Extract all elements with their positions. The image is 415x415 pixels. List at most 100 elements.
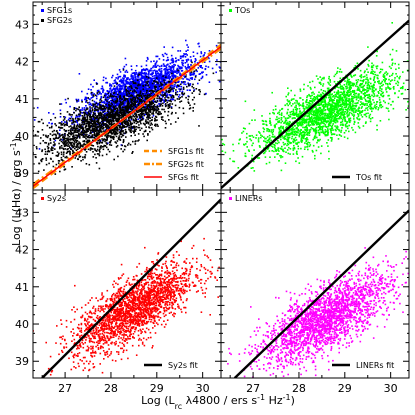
- scatter-point: [372, 64, 375, 67]
- scatter-point: [185, 59, 188, 61]
- legend-marker: [41, 19, 44, 22]
- scatter-point: [388, 78, 390, 81]
- scatter-point: [155, 119, 157, 122]
- scatter-point: [73, 151, 75, 154]
- scatter-point: [99, 128, 102, 130]
- scatter-point: [198, 93, 201, 95]
- scatter-point: [114, 115, 117, 118]
- scatter-point: [172, 70, 175, 72]
- scatter-point: [161, 105, 164, 107]
- scatter-point: [289, 128, 292, 131]
- scatter-point: [349, 93, 352, 96]
- scatter-point: [52, 137, 55, 140]
- scatter-point: [81, 123, 83, 126]
- scatter-point: [175, 57, 177, 59]
- scatter-point: [131, 72, 134, 75]
- scatter-point: [126, 100, 128, 103]
- scatter-point: [129, 78, 131, 81]
- scatter-point: [72, 150, 74, 153]
- scatter-point: [116, 117, 119, 120]
- scatter-point: [56, 151, 59, 153]
- scatter-point: [143, 114, 145, 117]
- scatter-point: [219, 99, 221, 102]
- scatter-point: [104, 112, 106, 115]
- scatter-point: [151, 101, 154, 104]
- scatter-point: [134, 90, 136, 93]
- scatter-point: [138, 71, 140, 74]
- scatter-point: [126, 87, 129, 90]
- scatter-point: [59, 116, 62, 118]
- scatter-point: [139, 88, 141, 91]
- scatter-point: [288, 146, 290, 149]
- scatter-point: [147, 105, 149, 107]
- scatter-point: [179, 90, 181, 92]
- scatter-point: [105, 118, 107, 121]
- scatter-point: [135, 122, 138, 125]
- scatter-point: [355, 92, 358, 95]
- scatter-point: [153, 87, 155, 90]
- scatter-point: [153, 107, 155, 110]
- scatter-point: [112, 108, 114, 110]
- scatter-point: [89, 106, 91, 108]
- scatter-point: [104, 123, 106, 125]
- scatter-point: [139, 96, 142, 98]
- scatter-point: [133, 100, 135, 103]
- scatter-point: [84, 123, 86, 125]
- scatter-point: [50, 158, 52, 160]
- scatter-point: [140, 110, 142, 112]
- scatter-point: [145, 68, 148, 71]
- scatter-point: [272, 136, 275, 138]
- scatter-point: [71, 123, 73, 125]
- scatter-point: [77, 148, 79, 150]
- scatter-point: [168, 68, 170, 71]
- scatter-point: [78, 125, 81, 128]
- scatter-point: [134, 77, 136, 79]
- scatter-point: [117, 111, 120, 114]
- scatter-point: [94, 137, 96, 140]
- scatter-point: [183, 75, 185, 77]
- scatter-point: [90, 135, 92, 138]
- scatter-point: [200, 52, 203, 55]
- scatter-point: [74, 127, 76, 129]
- scatter-point: [93, 115, 95, 118]
- scatter-point: [150, 67, 153, 70]
- scatter-point: [154, 87, 156, 89]
- scatter-point: [145, 81, 147, 83]
- scatter-point: [79, 146, 81, 148]
- scatter-point: [295, 106, 297, 108]
- scatter-point: [118, 131, 121, 134]
- scatter-point: [144, 84, 147, 86]
- scatter-point: [179, 50, 182, 52]
- scatter-point: [302, 107, 305, 109]
- scatter-point: [104, 125, 107, 128]
- scatter-point: [379, 87, 381, 89]
- scatter-point: [127, 123, 130, 125]
- scatter-point: [184, 76, 186, 79]
- scatter-point: [40, 118, 43, 121]
- scatter-point: [116, 85, 118, 88]
- scatter-point: [68, 125, 70, 128]
- scatter-point: [146, 90, 148, 92]
- scatter-point: [54, 144, 56, 146]
- scatter-point: [144, 106, 146, 109]
- scatter-point: [137, 109, 140, 111]
- scatter-point: [246, 140, 248, 143]
- scatter-point: [105, 97, 107, 99]
- scatter-point: [121, 123, 123, 125]
- scatter-point: [360, 97, 363, 99]
- scatter-point: [156, 81, 159, 83]
- scatter-point: [146, 85, 149, 87]
- scatter-point: [100, 131, 103, 133]
- scatter-point: [170, 123, 172, 125]
- scatter-point: [265, 141, 268, 144]
- scatter-point: [328, 75, 330, 78]
- scatter-point: [102, 101, 104, 104]
- scatter-point: [140, 88, 143, 91]
- scatter-point: [171, 97, 174, 99]
- scatter-point: [113, 87, 115, 89]
- scatter-point: [98, 91, 100, 93]
- scatter-point: [344, 111, 347, 113]
- scatter-point: [108, 143, 111, 146]
- scatter-point: [142, 72, 144, 75]
- scatter-point: [120, 92, 123, 95]
